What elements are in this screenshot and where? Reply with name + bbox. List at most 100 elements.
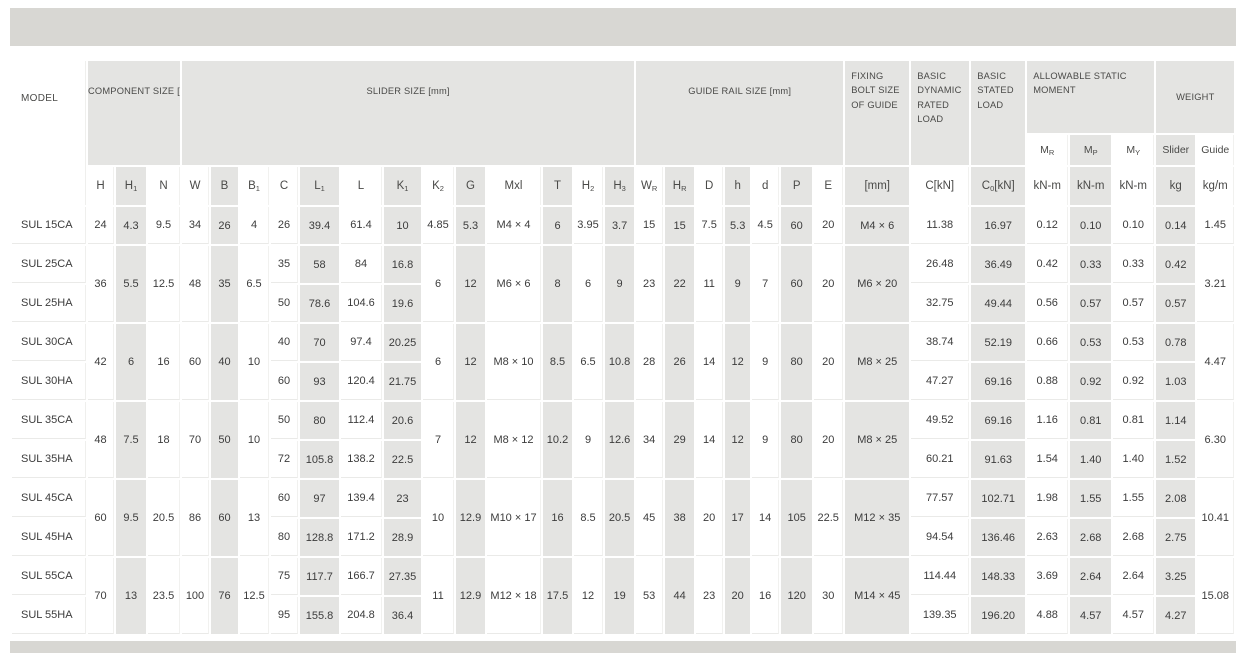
table-cell: 4.3 <box>116 207 146 244</box>
column-unit-header: d <box>752 167 780 205</box>
table-cell: 0.12 <box>1027 207 1069 244</box>
table-cell: 15 <box>665 207 695 244</box>
table-cell: 4.47 <box>1197 324 1235 400</box>
column-unit-header: L <box>341 167 382 205</box>
table-cell: 35 <box>211 246 238 322</box>
table-cell: 7.5 <box>116 402 146 478</box>
column-unit-header: C <box>271 167 298 205</box>
table-cell: 10 <box>240 324 269 400</box>
column-unit-header: P <box>781 167 813 205</box>
table-cell: 60 <box>211 480 238 556</box>
table-cell: 14 <box>696 402 724 478</box>
table-cell: 0.57 <box>1156 285 1196 322</box>
table-cell: 22 <box>665 246 695 322</box>
table-cell: 166.7 <box>341 558 382 595</box>
table-cell: 80 <box>781 402 813 478</box>
table-cell: 9 <box>574 402 603 478</box>
table-cell: 29 <box>665 402 695 478</box>
table-cell: 24 <box>88 207 114 244</box>
column-subheader: Slider <box>1156 135 1196 165</box>
table-cell: 196.20 <box>971 597 1026 634</box>
table-cell: 204.8 <box>341 597 382 634</box>
table-cell: 26 <box>271 207 298 244</box>
table-cell: 70 <box>300 324 339 361</box>
table-cell: 139.4 <box>341 480 382 517</box>
table-cell: 26 <box>211 207 238 244</box>
group-header-allowable-static-moment: ALLOWABLE STATIC MOMENT <box>1027 61 1155 133</box>
table-cell: 4 <box>240 207 269 244</box>
table-cell: 48 <box>88 402 114 478</box>
table-cell: 40 <box>271 324 298 361</box>
table-row: SUL 25CA 36 5.5 12.5 48 35 6.5 35 58 84 16.8 6 12 M6 … <box>12 246 1235 322</box>
table-cell: 6 <box>423 246 454 322</box>
table-row: SUL 15CA 24 4.3 9.5 34 26 4 26 39.4 61.4 10 4.85 5.3… <box>12 207 1235 244</box>
group-header-basic-stated-load: BASIC STATED LOAD <box>971 61 1026 165</box>
table-cell: 69.16 <box>971 363 1026 400</box>
table-cell: 13 <box>240 480 269 556</box>
table-cell: 49.52 <box>911 402 970 439</box>
column-unit-header: E <box>814 167 844 205</box>
table-cell: 44 <box>665 558 695 634</box>
table-cell: 6 <box>574 246 603 322</box>
table-cell: 12.9 <box>456 558 485 634</box>
table-cell: 120.4 <box>341 363 382 400</box>
column-unit-header: kg/m <box>1197 167 1235 205</box>
table-cell: 0.14 <box>1156 207 1196 244</box>
group-header-guide-rail-size: GUIDE RAIL SIZE [mm] <box>636 61 844 165</box>
table-cell: 102.71 <box>971 480 1026 517</box>
column-unit-header: H3 <box>605 167 635 205</box>
table-cell: 0.78 <box>1156 324 1196 361</box>
table-cell: 23.5 <box>148 558 180 634</box>
table-cell: 8.5 <box>574 480 603 556</box>
table-cell: 20 <box>814 324 844 400</box>
table-cell: 1.98 <box>1027 480 1069 517</box>
table-cell: 1.40 <box>1113 441 1155 478</box>
table-cell: M6 × 6 <box>487 246 541 322</box>
table-cell: 1.45 <box>1197 207 1235 244</box>
table-cell: 1.40 <box>1070 441 1112 478</box>
table-cell: 4.57 <box>1113 597 1155 634</box>
table-cell: 0.42 <box>1027 246 1069 283</box>
subscript: 2 <box>590 183 595 193</box>
table-cell: 20 <box>814 402 844 478</box>
table-cell: 1.52 <box>1156 441 1196 478</box>
table-cell: 91.63 <box>971 441 1026 478</box>
table-cell: 45 <box>636 480 664 556</box>
table-cell: 10 <box>240 402 269 478</box>
table-cell: 80 <box>271 519 298 556</box>
table-cell: 93 <box>300 363 339 400</box>
table-cell: 114.44 <box>911 558 970 595</box>
table-cell: 38 <box>665 480 695 556</box>
table-cell: 72 <box>271 441 298 478</box>
table-cell: 0.33 <box>1113 246 1155 283</box>
table-cell: 12 <box>456 246 485 322</box>
table-cell: 84 <box>341 246 382 283</box>
table-cell: 61.4 <box>341 207 382 244</box>
column-unit-header: HR <box>665 167 695 205</box>
table-cell: 2.68 <box>1113 519 1155 556</box>
row-model: SUL 25CA <box>12 246 86 283</box>
subscript: 1 <box>320 183 325 193</box>
table-cell: 0.88 <box>1027 363 1069 400</box>
table-cell: 35 <box>271 246 298 283</box>
column-unit-header: H <box>88 167 114 205</box>
table-cell: 16.8 <box>384 246 421 283</box>
table-row: SUL 55CA 70 13 23.5 100 76 12.5 75 117.7 166.7 27.… <box>12 558 1235 634</box>
table-cell: 70 <box>88 558 114 634</box>
column-unit-header: B1 <box>240 167 269 205</box>
table-cell: 9.5 <box>148 207 180 244</box>
table-cell: 105.8 <box>300 441 339 478</box>
table-cell: 1.16 <box>1027 402 1069 439</box>
table-cell: 8.5 <box>543 324 572 400</box>
table-cell: 23 <box>384 480 421 517</box>
table-cell: 3.21 <box>1197 246 1235 322</box>
table-cell: 4.57 <box>1070 597 1112 634</box>
table-cell: 80 <box>300 402 339 439</box>
table-cell: 14 <box>752 480 780 556</box>
table-cell: 34 <box>182 207 209 244</box>
table-cell: 23 <box>636 246 664 322</box>
column-unit-header: T <box>543 167 572 205</box>
table-cell: 58 <box>300 246 339 283</box>
column-subheader: MR <box>1027 135 1069 165</box>
